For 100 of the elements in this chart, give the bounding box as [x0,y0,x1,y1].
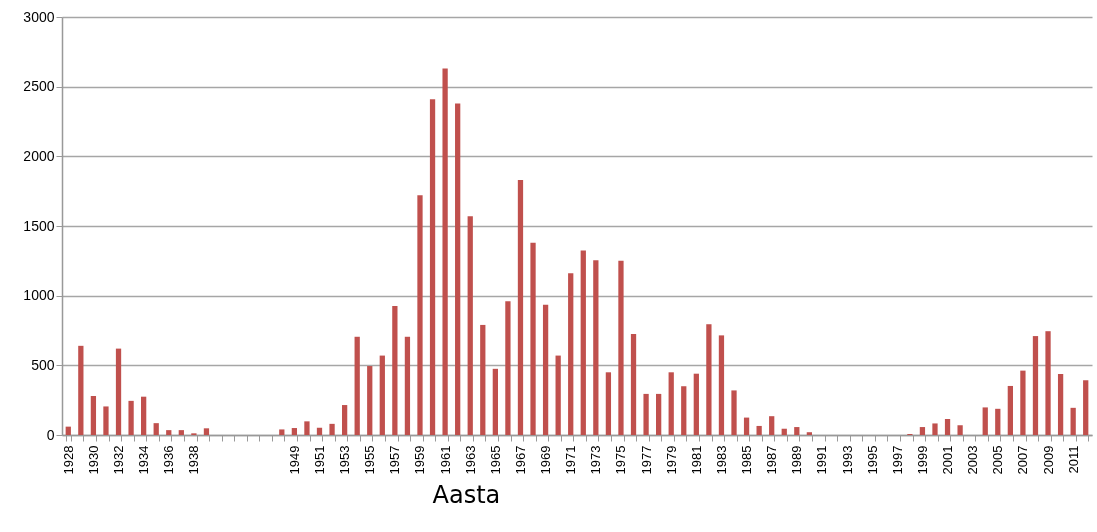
x-tick-label: 1936 [161,445,177,475]
bar [65,426,71,435]
bar [429,99,436,435]
bar [455,103,461,435]
bar [530,242,536,435]
bar [919,427,926,435]
bar [492,368,498,435]
bar [203,428,210,435]
bar [580,250,586,435]
bar [141,396,147,435]
bar [417,195,423,435]
x-tick-label: 1973 [588,445,604,475]
x-tick-label: 1993 [839,445,855,475]
bar [555,355,561,435]
bar [304,421,310,435]
bar [769,416,775,435]
x-tick-label: 1971 [563,445,579,475]
y-tick-label: 3000 [23,8,55,25]
bar [1045,331,1051,435]
x-tick-label: 1967 [512,445,528,475]
bar [618,260,624,435]
x-tick-label: 1999 [914,445,930,475]
bar [367,366,373,435]
bar [806,432,813,435]
bar [379,355,385,435]
x-tick-label: 1928 [60,445,76,475]
bar [166,430,172,435]
bar [517,180,524,435]
bar [78,345,84,435]
x-tick-label: 1932 [111,445,127,475]
bar [656,393,662,435]
bar [982,407,988,435]
bar [794,427,800,435]
bar [706,324,712,435]
bar [442,68,448,435]
bar [90,395,97,435]
x-tick-label: 1979 [663,445,679,475]
bar [1032,336,1039,435]
bar [178,430,184,435]
bar [630,333,637,435]
x-tick-label: 1953 [337,445,353,475]
bar [1020,370,1026,435]
x-tick-label: 1987 [764,445,780,475]
x-tick-label: 1991 [814,445,830,475]
x-tick-label: 1965 [487,445,503,475]
x-tick-label: 1989 [789,445,805,475]
bar [1083,380,1089,435]
bar [731,390,737,435]
x-tick-label: 2001 [940,445,956,475]
bar [467,216,473,435]
bar [1070,407,1076,435]
x-tick-label: 1930 [85,445,101,475]
bar [279,429,285,435]
bar [756,425,762,435]
x-tick-label: 2007 [1015,445,1031,475]
bar [944,418,951,435]
bar [404,336,411,435]
bar [542,304,549,435]
x-tick-label: 1969 [538,445,554,475]
x-tick-label: 2005 [990,445,1006,475]
bar [718,335,725,435]
y-tick-label: 1000 [23,287,55,304]
x-tick-label: 1997 [889,445,905,475]
x-tick-label: 1959 [412,445,428,475]
x-tick-label: 1983 [713,445,729,475]
bar [693,373,699,435]
bar [103,406,109,435]
bar [392,306,398,435]
x-tick-label: 2003 [965,445,981,475]
bar [668,372,674,435]
x-tick-label: 1963 [462,445,478,475]
x-tick-label: 1995 [864,445,880,475]
bar [743,417,750,435]
bar [605,372,612,435]
bar [932,423,938,435]
y-tick-label: 1500 [23,217,55,234]
bar [1057,373,1064,435]
x-tick-label: 1955 [362,445,378,475]
x-tick-label: 1957 [387,445,403,475]
bar [153,423,159,435]
x-tick-label: 1981 [688,445,704,475]
y-tick-label: 2000 [23,147,55,164]
x-tick-label: 2009 [1040,445,1056,475]
x-tick-label: 2011 [1065,445,1081,474]
x-tick-label: 1961 [437,445,453,475]
x-tick-label: 1938 [186,445,202,475]
y-tick-label: 2500 [23,78,55,95]
x-tick-label: 1975 [613,445,629,475]
bar [1007,385,1013,435]
bar [316,427,323,435]
x-axis-title: Aasta [432,481,501,510]
bar [643,393,649,435]
x-tick-label: 1985 [739,445,755,475]
bar [329,423,335,435]
bar [995,408,1001,435]
bar [681,386,687,435]
bar [568,273,574,435]
y-tick-label: 500 [31,356,55,373]
y-tick-label: 0 [46,426,55,443]
bar [480,324,486,435]
